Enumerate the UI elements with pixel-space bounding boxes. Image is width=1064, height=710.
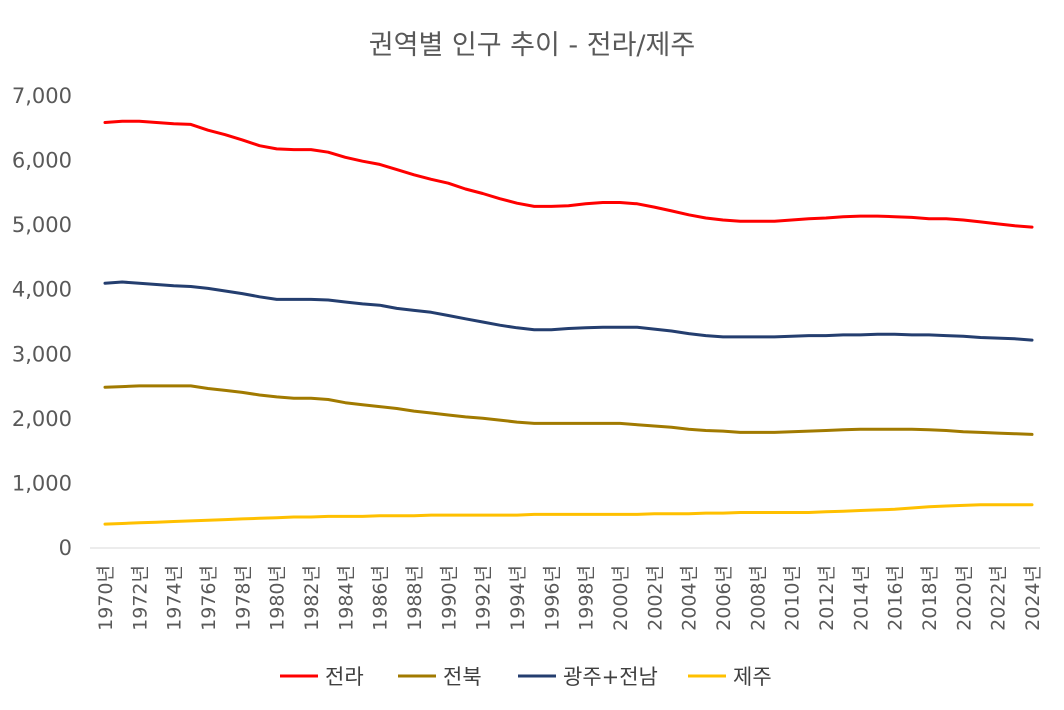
series-lines (103, 119, 1034, 526)
x-tick-label: 1986년 (370, 565, 392, 631)
x-tick-label: 1998년 (576, 565, 598, 631)
y-tick-label: 6,000 (12, 149, 72, 173)
chart-title: 권역별 인구 추이 - 전라/제주 (369, 30, 695, 61)
x-tick-label: 1978년 (232, 565, 254, 631)
x-tick-label: 1982년 (301, 565, 323, 631)
x-tick-label: 2016년 (885, 565, 907, 631)
x-tick-label: 1996년 (541, 565, 563, 631)
x-tick-label: 2018년 (919, 565, 941, 631)
x-tick-label: 2022년 (988, 565, 1010, 631)
x-tick-label: 1972년 (129, 565, 151, 631)
x-axis-ticks: 1970년 1972년 1974년 1976년 1978년 1980년 1982년 1984년… (95, 565, 1044, 631)
x-tick-label: 1994년 (507, 565, 529, 631)
series-line-2 (103, 384, 1034, 436)
y-tick-label: 0 (59, 536, 72, 560)
legend-label: 제주 (733, 665, 772, 689)
x-tick-label: 2006년 (713, 565, 735, 631)
x-tick-label: 2010년 (782, 565, 804, 631)
legend-label: 전북 (443, 665, 482, 689)
series-line-4 (103, 503, 1034, 526)
x-tick-label: 1970년 (95, 565, 117, 631)
y-tick-label: 1,000 (12, 471, 72, 495)
y-tick-label: 2,000 (12, 407, 72, 431)
x-tick-label: 1984년 (335, 565, 357, 631)
series-line-1 (103, 119, 1034, 229)
x-tick-label: 1988년 (404, 565, 426, 631)
y-tick-label: 3,000 (12, 342, 72, 366)
y-tick-label: 5,000 (12, 213, 72, 237)
x-tick-label: 2012년 (816, 565, 838, 631)
x-tick-label: 2014년 (850, 565, 872, 631)
series-line-3 (103, 280, 1034, 342)
y-tick-label: 7,000 (12, 84, 72, 108)
y-axis-ticks: 0 1,000 2,000 3,000 4,000 5,000 6,000 7,000 (12, 84, 72, 560)
x-tick-label: 1976년 (198, 565, 220, 631)
x-tick-label: 1974년 (164, 565, 186, 631)
x-tick-label: 2008년 (747, 565, 769, 631)
x-tick-label: 1992년 (473, 565, 495, 631)
x-tick-label: 2002년 (644, 565, 666, 631)
x-tick-label: 1980년 (267, 565, 289, 631)
legend-label: 광주+전남 (563, 665, 658, 689)
x-tick-label: 2004년 (679, 565, 701, 631)
x-tick-label: 2000년 (610, 565, 632, 631)
legend-label: 전라 (325, 665, 364, 689)
x-tick-label: 2024년 (1022, 565, 1044, 631)
x-tick-label: 1990년 (438, 565, 460, 631)
legend: 전라 전북 광주+전남 제주 (280, 665, 772, 689)
y-tick-label: 4,000 (12, 278, 72, 302)
x-tick-label: 2020년 (953, 565, 975, 631)
